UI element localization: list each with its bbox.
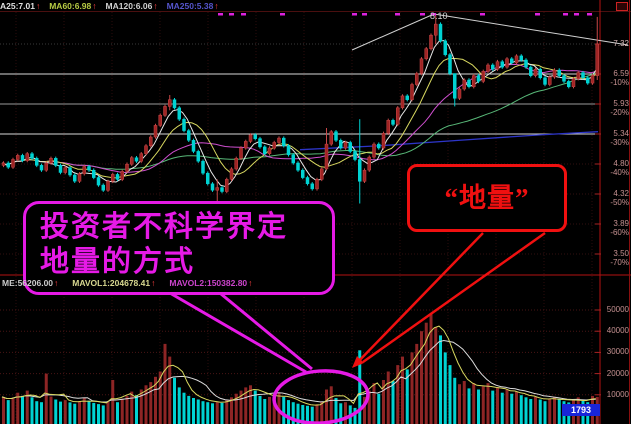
- ma-readout-3: MA250:5.38↑: [166, 1, 219, 11]
- diliang-pointer-line: [362, 231, 546, 364]
- note-pointer-line: [214, 287, 313, 371]
- ma-readout-2: MA120:6.06↑: [105, 1, 158, 11]
- diliang-callout-box: “地量”: [407, 164, 567, 232]
- note-callout-box: 投资者不科学界定 地量的方式: [23, 201, 335, 295]
- volume-tick-label: 20000: [606, 368, 629, 378]
- price-tick-label: 5.34: [613, 129, 629, 138]
- price-pct-label: -70%: [610, 258, 629, 267]
- volume-tick-label: 50000: [606, 305, 629, 314]
- ma-readout-0: A25:7.01↑: [0, 1, 41, 11]
- note-pointer-line: [162, 287, 307, 374]
- diliang-pointer-line: [353, 232, 484, 367]
- volume-tick-label: 30000: [606, 347, 629, 357]
- price-tick-label: 5.93: [613, 99, 629, 108]
- top-marks: [218, 13, 592, 16]
- up-arrow-icon: ↑: [92, 1, 97, 11]
- ma-readout-1: MA60:6.98↑: [49, 1, 97, 11]
- low-volume-ellipse: [272, 369, 370, 424]
- price-tick-label: 3.50: [613, 249, 629, 258]
- volume-indicator-bar: ME:56206.00↑ MAVOL1:204678.41↑ MAVOL2:1503…: [2, 278, 252, 288]
- ma-indicator-bar: A25:7.01↑ MA60:6.98↑ MA120:6.06↑ MA250:5.38…: [0, 1, 219, 11]
- price-pct-label: -40%: [610, 168, 629, 177]
- up-arrow-icon: ↑: [153, 1, 158, 11]
- up-arrow-icon: ↑: [54, 278, 59, 288]
- price-pct-label: -30%: [610, 138, 629, 147]
- callout-drawings: [162, 231, 546, 424]
- current-volume-badge: 1793: [562, 404, 600, 416]
- volume-gridlines: [0, 309, 600, 396]
- price-pct-label: -50%: [610, 198, 629, 207]
- mavol-lines: [1, 325, 596, 406]
- up-arrow-icon: ↑: [248, 278, 253, 288]
- price-tick-label: 3.89: [613, 219, 629, 228]
- price-pct-label: -20%: [610, 108, 629, 117]
- price-tick-label: 7.32: [613, 39, 629, 48]
- price-tick-label: 6.59: [613, 69, 629, 78]
- price-pct-label: -10%: [610, 78, 629, 87]
- volume-tick-label: 10000: [606, 389, 629, 399]
- note-line2: 地量的方式: [40, 246, 196, 278]
- vol-readout-2: MAVOL2:150382.80↑: [169, 278, 253, 288]
- candlestick-series: [1, 15, 599, 218]
- up-arrow-icon: ↑: [214, 1, 219, 11]
- price-tick-label: 4.32: [613, 189, 629, 198]
- peak-price-label: 8.10: [430, 11, 448, 21]
- trendlines: [351, 13, 629, 51]
- price-tick-label: 4.80: [613, 159, 629, 168]
- up-arrow-icon: ↑: [151, 278, 156, 288]
- vol-readout-1: MAVOL1:204678.41↑: [72, 278, 156, 288]
- vol-readout-0: ME:56206.00↑: [2, 278, 59, 288]
- price-pct-label: -60%: [610, 228, 629, 237]
- window-icon[interactable]: [616, 2, 628, 11]
- note-line1: 投资者不科学界定: [40, 211, 289, 243]
- volume-bars: [2, 314, 599, 424]
- up-arrow-icon: ↑: [35, 1, 41, 11]
- volume-tick-label: 40000: [606, 326, 629, 336]
- arrowhead-icon: [352, 356, 364, 368]
